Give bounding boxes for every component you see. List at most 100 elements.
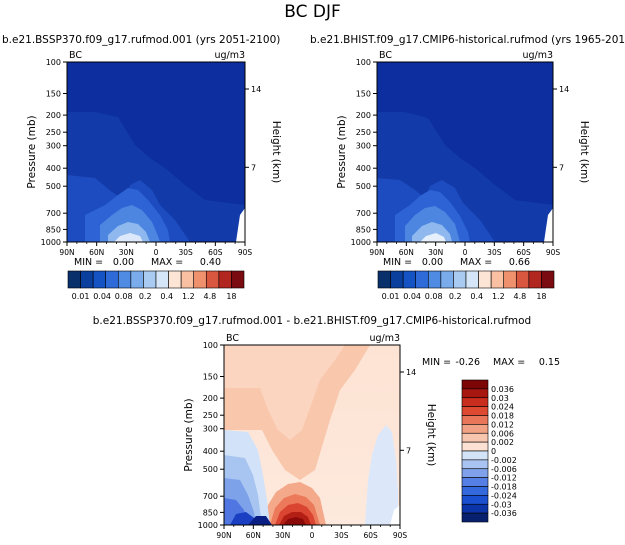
panel-1-y2-tick-label: 14: [559, 85, 569, 94]
colorbar-1-label: 1.2: [492, 292, 505, 301]
colorbar-1-swatch: [503, 270, 517, 289]
panel-0-y2-axis-label: Height (km): [270, 121, 282, 184]
panel-2-x-tick-label: 0: [310, 531, 315, 540]
panel-0-y-tick-label: 100: [46, 58, 61, 67]
panel-0-variable-label: BC: [69, 50, 82, 61]
colorbar-2-swatch: [461, 495, 489, 505]
colorbar-0-swatch: [205, 270, 220, 289]
panel-1-y-axis-label: Pressure (mb): [336, 115, 348, 188]
panel-1-x-tick-label: 0: [463, 248, 468, 257]
colorbar-1-swatch: [415, 270, 429, 289]
panel-1-y-tick-label: 850: [356, 225, 371, 234]
panel-2-x-tick-label: 30S: [334, 531, 349, 540]
colorbar-1-swatch: [478, 270, 492, 289]
panel-1-x-tick-label: 90N: [369, 248, 384, 257]
panel-2-max-value: 0.15: [539, 357, 560, 368]
colorbar-2-swatch: [461, 459, 489, 470]
panel-a-layer-6: [114, 233, 143, 242]
panel-1-y-tick-label: 1000: [351, 238, 371, 247]
panel-0-min-value: 0.00: [113, 257, 134, 268]
panel-0-y-tick-label: 500: [46, 182, 61, 191]
panel-c-positive-layer-6: [283, 517, 306, 525]
panel-0-y-tick-label: 850: [46, 225, 61, 234]
panel-difference: [223, 344, 401, 526]
panel-c-antarctica: [390, 505, 400, 525]
colorbar-2-label: -0.024: [491, 491, 517, 500]
colorbar-2-label: -0.03: [491, 500, 512, 509]
panel-2-x-tick-label: 90S: [393, 531, 408, 540]
colorbar-1-swatch: [402, 270, 417, 289]
axes-and-colorbars: b.e21.BSSP370.f09_g17.rufmod.001 (yrs 20…: [2, 34, 625, 540]
colorbar-2-label: 0.03: [491, 394, 509, 403]
panel-b-layer-6: [420, 233, 446, 242]
colorbar-0-swatch: [168, 270, 182, 289]
panel-historical: [376, 61, 554, 243]
colorbar-0-swatch: [231, 270, 245, 289]
panel-0-y-tick-label: 1000: [41, 238, 61, 247]
colorbar-1-swatch: [528, 270, 542, 289]
panel-2-y2-axis-label: Height (km): [425, 404, 437, 467]
panel-0-y-axis-label: Pressure (mb): [26, 115, 38, 188]
panel-1-min-label: MIN =: [383, 257, 412, 268]
panel-2-units-label: ug/m3: [369, 333, 400, 344]
panel-1-y-tick-label: 500: [356, 182, 371, 191]
panel-1-x-tick-label: 60N: [399, 248, 414, 257]
panel-0-y-tick-label: 700: [46, 209, 61, 218]
panel-1-x-tick-label: 90S: [546, 248, 561, 257]
colorbar-2-label: 0.024: [491, 403, 514, 412]
colorbar-2-label: 0.012: [491, 420, 514, 429]
colorbar-0-swatch: [105, 270, 119, 289]
panel-1-y-tick-label: 100: [356, 58, 371, 67]
panel-0-y2-tick-label: 7: [251, 163, 256, 172]
colorbar-0-swatch: [180, 270, 195, 289]
panel-2-y-tick-label: 200: [203, 394, 218, 403]
panel-1-title: b.e21.BHIST.f09_g17.CMIP6-historical.ruf…: [310, 34, 625, 46]
colorbar-2-label: 0.018: [491, 412, 514, 421]
panel-1-x-tick-label: 30N: [428, 248, 443, 257]
colorbar-1-swatch: [453, 270, 467, 289]
colorbar-2-label: -0.006: [491, 465, 517, 474]
colorbar-2-swatch: [461, 468, 489, 478]
colorbar-2-label: 0: [491, 447, 496, 456]
colorbar-0-label: 0.01: [72, 292, 90, 301]
colorbar-2-swatch: [461, 477, 489, 487]
panel-2-y-tick-label: 100: [203, 341, 218, 350]
colorbar-2-label: -0.036: [491, 509, 517, 518]
colorbar-0-swatch: [92, 270, 107, 289]
panel-2-y-tick-label: 400: [203, 447, 218, 456]
colorbar-0-label: 0.04: [93, 292, 111, 301]
colorbar-2-swatch: [461, 503, 489, 514]
colorbar-0-swatch: [218, 270, 232, 289]
panel-2-variable-label: BC: [226, 333, 239, 344]
colorbar-2-label: 0.036: [491, 385, 514, 394]
colorbar-1-swatch: [490, 270, 505, 289]
colorbar-2-swatch: [461, 512, 489, 523]
panel-2-x-tick-label: 60S: [364, 531, 379, 540]
colorbar-2-swatch: [461, 415, 489, 425]
colorbar-2-swatch: [461, 397, 489, 407]
panel-c-southern-negative: [365, 425, 398, 525]
colorbar-2-swatch: [461, 388, 489, 399]
colorbar-1-label: 0.08: [425, 292, 443, 301]
panel-0-x-tick-label: 30S: [179, 248, 194, 257]
colorbar-2-label: 0.006: [491, 429, 514, 438]
panel-a-antarctica: [236, 208, 245, 242]
panel-2-y2-tick-label: 7: [406, 446, 411, 455]
panel-c-negative-layer-6: [248, 516, 272, 525]
panel-2-x-tick-label: 30N: [275, 531, 290, 540]
colorbar-2-label: -0.012: [491, 474, 517, 483]
panel-1-x-tick-label: 60S: [517, 248, 532, 257]
panel-ssp370: [66, 61, 246, 243]
panel-0-max-value: 0.40: [200, 257, 221, 268]
colorbar-1-label: 4.8: [514, 292, 527, 301]
colorbar-2-swatch: [461, 486, 489, 496]
main-title: BC DJF: [284, 2, 341, 22]
colorbar-1-label: 0.04: [403, 292, 421, 301]
colorbar-0-label: 18: [226, 292, 236, 301]
panel-1-max-label: MAX =: [460, 257, 492, 268]
colorbar-0-swatch: [193, 270, 207, 289]
panel-2-y-tick-label: 150: [203, 373, 218, 382]
colorbar-2-swatch: [461, 424, 489, 434]
panel-0-units-label: ug/m3: [214, 50, 245, 61]
